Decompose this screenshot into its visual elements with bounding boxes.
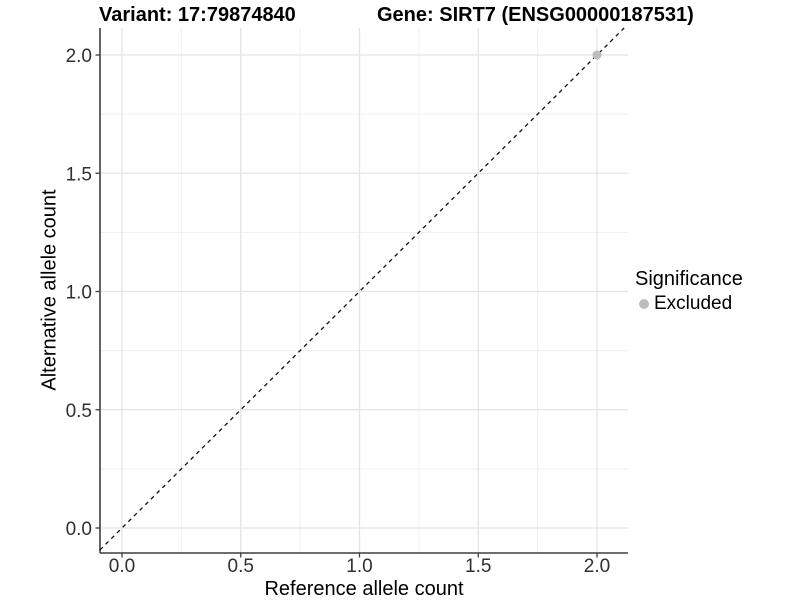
x-tick-label: 2.0: [584, 556, 610, 577]
y-tick-label: 0.5: [66, 401, 92, 422]
y-tick-label: 0.0: [66, 519, 92, 540]
legend-key-dot-icon: [639, 298, 649, 309]
legend-item-label: Excluded: [654, 293, 733, 314]
x-tick-label: 0.5: [228, 556, 254, 577]
y-tick-label: 1.5: [66, 164, 92, 185]
y-axis-title: Alternative allele count: [38, 189, 61, 391]
identity-dashed-line: [99, 27, 625, 551]
data-point: [592, 50, 602, 60]
x-tick-label: 1.0: [346, 556, 372, 577]
x-tick-label: 1.5: [465, 556, 491, 577]
legend-title: Significance: [635, 268, 743, 290]
legend: Significance Excluded: [635, 268, 743, 314]
x-tick-label: 0.0: [109, 556, 135, 577]
y-tick-label: 2.0: [66, 46, 92, 67]
legend-item-excluded: Excluded: [635, 293, 743, 314]
plot-title-gene: Gene: SIRT7 (ENSG00000187531): [377, 4, 694, 26]
plot-title-variant: Variant: 17:79874840: [99, 4, 296, 26]
x-axis-title: Reference allele count: [264, 578, 464, 600]
y-tick-label: 1.0: [66, 283, 92, 304]
